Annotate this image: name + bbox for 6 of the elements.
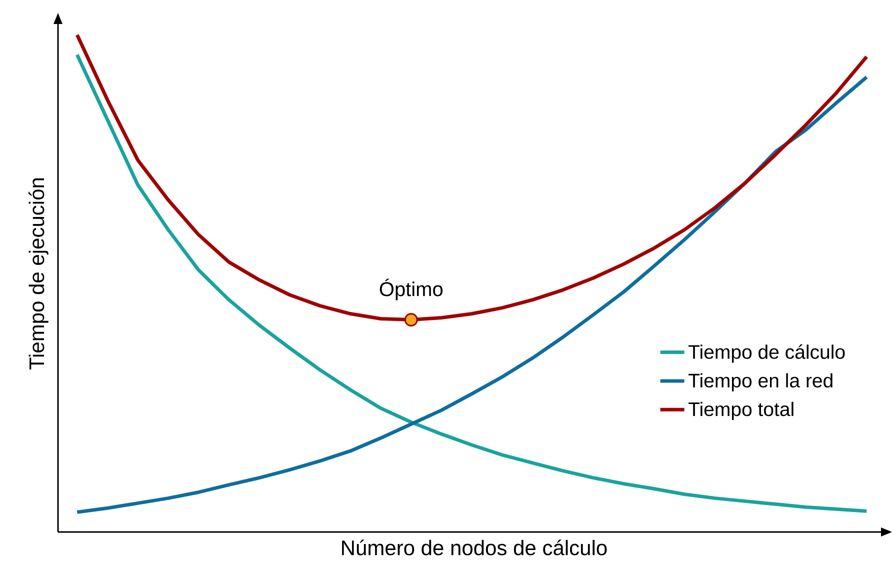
annotation: Óptimo (380, 278, 443, 300)
legend-label: Tiempo total (688, 402, 794, 420)
legend-label: Tiempo de cálculo (688, 344, 845, 363)
x-axis-title: Número de nodos de cálculo (342, 540, 607, 556)
legend-label: Tiempo en la red (688, 373, 832, 392)
y-axis-title: Tiempo de ejecución (28, 178, 48, 370)
